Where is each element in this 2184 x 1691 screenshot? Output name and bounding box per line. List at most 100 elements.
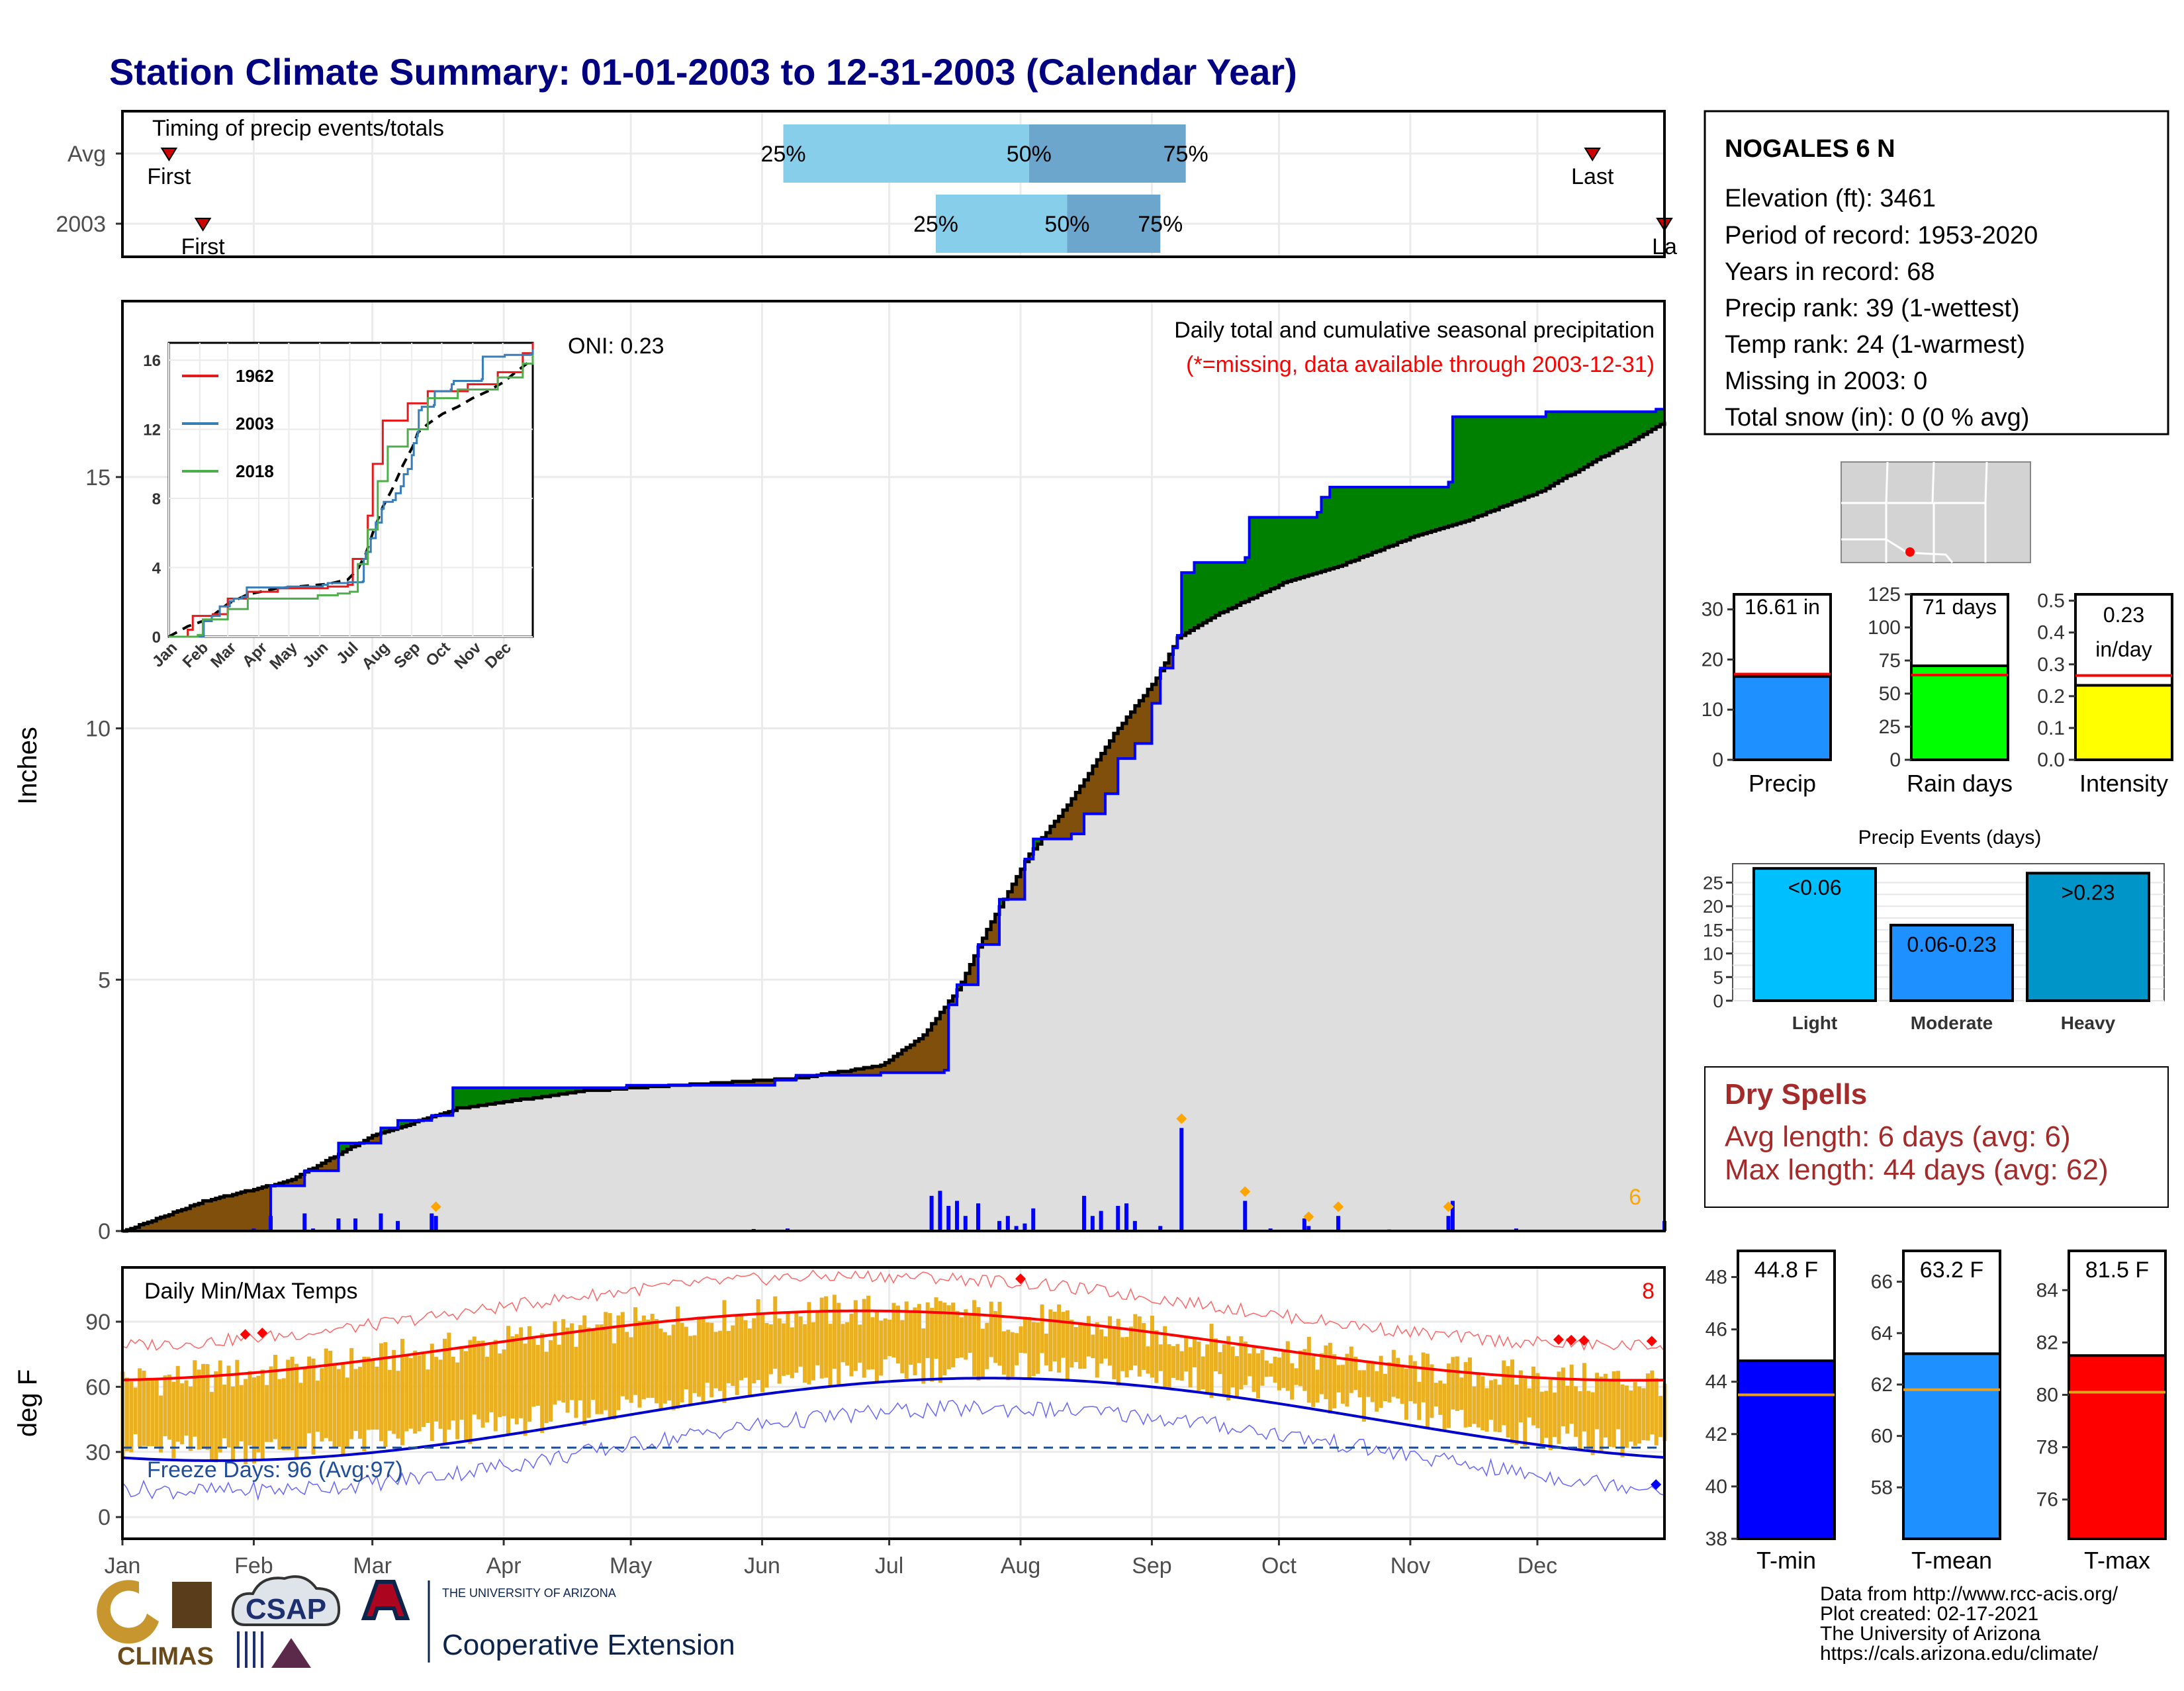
drier-than-average-fill xyxy=(931,1023,936,1073)
daily-temp-range-bar xyxy=(1218,1351,1222,1375)
wetter-than-average-fill xyxy=(1550,412,1555,486)
timing-first-marker xyxy=(160,148,178,161)
wetter-than-average-fill xyxy=(1317,512,1322,573)
daily-temp-range-bar xyxy=(1472,1386,1477,1424)
map-frame xyxy=(1841,461,2031,563)
daily-temp-range-bar xyxy=(1324,1345,1328,1400)
wetter-than-average-fill xyxy=(1236,562,1242,606)
station-location-marker xyxy=(1905,547,1915,557)
daily-temp-range-bar xyxy=(1091,1334,1095,1359)
drier-than-average-fill xyxy=(177,1211,183,1231)
drier-than-average-fill xyxy=(986,929,992,945)
daily-temp-range-bar xyxy=(1476,1373,1480,1428)
daily-temp-range-bar xyxy=(1417,1381,1422,1420)
daily-temp-range-bar xyxy=(527,1326,532,1422)
daily-temp-range-bar xyxy=(477,1341,481,1420)
daily-temp-range-bar xyxy=(218,1360,222,1453)
daily-temp-range-bar xyxy=(1230,1346,1235,1388)
wetter-than-average-fill xyxy=(1567,412,1572,476)
daily-temp-range-bar xyxy=(641,1315,646,1400)
events-bar-moderate xyxy=(1889,923,2014,1002)
daily-precip-bar xyxy=(955,1201,960,1231)
daily-precip-bar xyxy=(1124,1203,1129,1231)
daily-temp-range-bar xyxy=(972,1300,977,1377)
wetter-than-average-fill xyxy=(546,1087,551,1097)
daily-temp-range-bar xyxy=(1624,1385,1629,1448)
station-precip-rank: Precip rank: 39 (1-wettest) xyxy=(1725,295,2020,322)
daily-precip-bar xyxy=(1306,1226,1311,1231)
daily-temp-range-bar xyxy=(1302,1349,1307,1391)
daily-temp-range-bar xyxy=(332,1365,337,1449)
drier-than-average-fill xyxy=(885,1062,890,1073)
daily-temp-range-bar xyxy=(451,1356,455,1421)
daily-temp-range-bar xyxy=(1375,1371,1379,1412)
temp-ytick-label: 30 xyxy=(85,1440,111,1465)
daily-temp-range-bar xyxy=(1645,1373,1650,1441)
wetter-than-average-fill xyxy=(347,1143,352,1150)
station-period: Period of record: 1953-2020 xyxy=(1725,222,2038,250)
daily-temp-range-bar xyxy=(786,1311,790,1375)
precip-ytick-label: 10 xyxy=(85,717,111,742)
daily-temp-range-bar xyxy=(357,1367,362,1439)
daily-precip-bar xyxy=(1179,1128,1184,1231)
daily-precip-bar xyxy=(379,1213,383,1231)
daily-temp-range-bar xyxy=(1362,1370,1367,1422)
daily-temp-range-bar xyxy=(188,1386,193,1451)
daily-temp-range-bar xyxy=(1269,1363,1273,1377)
wetter-than-average-fill xyxy=(1656,409,1661,427)
tmax-tick-label: 80 xyxy=(2036,1385,2058,1406)
events-tick-label: 10 xyxy=(1703,944,1723,964)
daily-precip-bar xyxy=(433,1216,438,1231)
daily-temp-range-bar xyxy=(353,1369,358,1432)
daily-temp-range-bar xyxy=(239,1385,244,1441)
drier-than-average-fill xyxy=(850,1070,856,1075)
drier-than-average-fill xyxy=(1084,780,1089,814)
daily-temp-range-bar xyxy=(1019,1326,1023,1353)
daily-temp-range-bar xyxy=(438,1359,443,1429)
daily-temp-range-bar xyxy=(980,1328,985,1377)
daily-temp-range-bar xyxy=(349,1348,354,1440)
inset-average-line xyxy=(168,357,534,638)
drier-than-average-fill xyxy=(245,1191,250,1231)
climas-logo-block xyxy=(172,1582,212,1628)
daily-temp-range-bar xyxy=(184,1380,189,1436)
drier-than-average-fill xyxy=(220,1197,225,1231)
wetter-than-average-fill xyxy=(1614,412,1619,451)
wetter-than-average-fill xyxy=(1190,572,1195,631)
daily-precip-bar xyxy=(976,1203,981,1231)
wetter-than-average-fill xyxy=(1211,562,1216,618)
wetter-than-average-fill xyxy=(571,1087,576,1093)
daily-temp-range-bar xyxy=(1404,1369,1409,1420)
daily-precip-bar xyxy=(1099,1211,1103,1231)
daily-temp-range-bar xyxy=(298,1383,303,1447)
daily-temp-range-bar xyxy=(1608,1381,1612,1447)
daily-temp-range-bar xyxy=(1015,1333,1019,1365)
drier-than-average-fill xyxy=(169,1214,174,1231)
drier-than-average-fill xyxy=(190,1206,195,1231)
wetter-than-average-fill xyxy=(1529,416,1534,496)
precip-subtitle: Daily total and cumulative seasonal prec… xyxy=(1174,318,1655,343)
daily-temp-range-bar xyxy=(1099,1329,1104,1364)
inset-legend-label: 1962 xyxy=(236,366,274,386)
extreme-precip-marker xyxy=(1303,1211,1314,1222)
wetter-than-average-fill xyxy=(1435,487,1441,530)
daily-temp-range-bar xyxy=(1366,1363,1371,1397)
wetter-than-average-fill xyxy=(1304,517,1310,576)
wetter-than-average-fill xyxy=(520,1087,525,1099)
university-logo: THE UNIVERSITY OF ARIZONA Cooperative Ex… xyxy=(361,1580,735,1663)
daily-temp-range-bar xyxy=(1103,1336,1108,1359)
daily-temp-range-bar xyxy=(1459,1377,1464,1410)
wetter-than-average-fill xyxy=(1240,562,1246,603)
wetter-than-average-fill xyxy=(504,1087,509,1102)
precip-total-tick-label: 30 xyxy=(1702,599,1723,621)
daily-temp-range-bar xyxy=(1544,1391,1549,1438)
daily-temp-range-bar xyxy=(697,1316,702,1397)
daily-temp-range-bar xyxy=(1320,1353,1324,1394)
intensity-tick-label: 0.3 xyxy=(2037,654,2065,676)
daily-temp-range-bar xyxy=(870,1317,875,1369)
drier-than-average-fill xyxy=(970,964,975,985)
daily-temp-range-bar xyxy=(938,1301,942,1383)
wetter-than-average-fill xyxy=(402,1120,407,1127)
daily-temp-range-bar xyxy=(1463,1362,1468,1428)
